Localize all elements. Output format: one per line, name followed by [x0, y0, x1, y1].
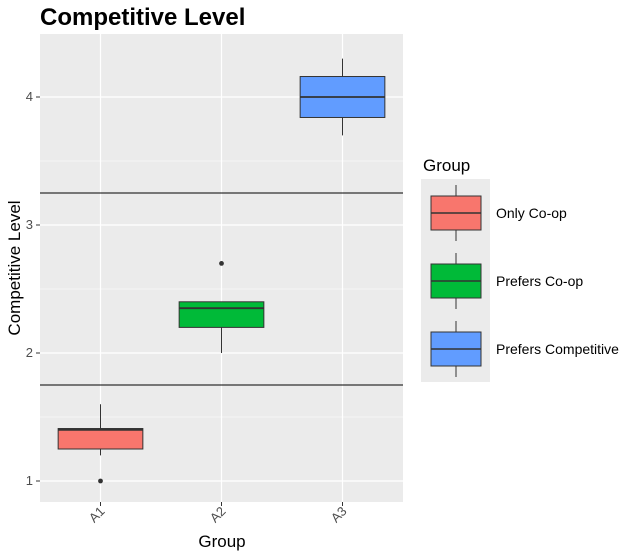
boxplot-a2: [178, 261, 265, 353]
box-iqr: [178, 301, 265, 328]
legend-entry: Prefers Competitive: [430, 321, 619, 377]
legend-entry: Only Co-op: [430, 185, 567, 241]
reference-lines: [40, 192, 403, 386]
legend-label: Prefers Co-op: [496, 273, 583, 289]
y-tick-label: 1: [26, 473, 33, 488]
boxplots: [57, 58, 386, 484]
x-tick-label: A3: [328, 504, 350, 526]
legend-title: Group: [423, 156, 470, 175]
box-iqr: [57, 428, 144, 450]
legend-entry: Prefers Co-op: [430, 253, 583, 309]
y-tick-label: 4: [26, 89, 33, 104]
outlier-point: [98, 478, 103, 484]
x-tick-label: A2: [207, 504, 229, 526]
x-tick-label: A1: [86, 504, 108, 526]
boxplot-a3: [299, 58, 386, 136]
y-tick-label: 2: [26, 345, 33, 360]
chart-title: Competitive Level: [40, 4, 245, 31]
y-axis-ticks: 1 2 3 4: [26, 89, 40, 488]
y-axis-title: Competitive Level: [5, 200, 24, 335]
x-axis-ticks: A1 A2 A3: [86, 502, 350, 525]
x-axis-title: Group: [198, 532, 245, 551]
outlier-point: [219, 261, 224, 266]
y-tick-label: 3: [26, 217, 33, 232]
legend-label: Prefers Competitive: [496, 341, 619, 357]
boxplot-a1: [57, 404, 144, 484]
legend: Only Co-op Prefers Co-op Prefers Competiti…: [421, 179, 619, 382]
legend-label: Only Co-op: [496, 205, 567, 221]
